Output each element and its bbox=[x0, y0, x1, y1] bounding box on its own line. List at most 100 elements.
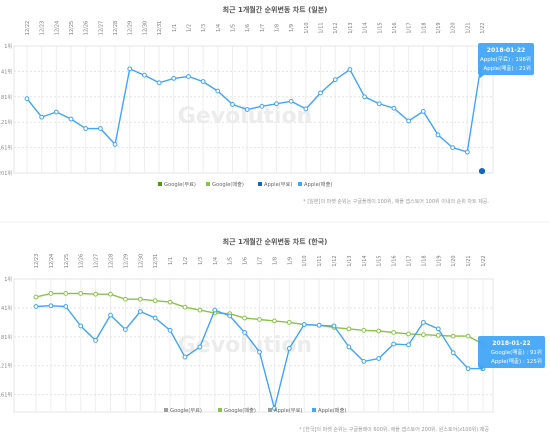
data-point[interactable] bbox=[450, 333, 456, 339]
data-point[interactable] bbox=[197, 344, 203, 350]
data-point[interactable] bbox=[108, 291, 113, 297]
data-point[interactable] bbox=[63, 304, 69, 309]
series-line bbox=[26, 58, 483, 153]
data-point[interactable] bbox=[167, 299, 173, 305]
data-point[interactable] bbox=[182, 304, 188, 310]
data-point[interactable] bbox=[435, 332, 441, 338]
legend-label[interactable]: Apple(매출) bbox=[318, 406, 346, 414]
data-point[interactable] bbox=[97, 126, 103, 131]
data-point[interactable] bbox=[152, 298, 158, 304]
data-point[interactable] bbox=[272, 405, 277, 411]
data-point[interactable] bbox=[127, 66, 133, 72]
data-point[interactable] bbox=[303, 106, 309, 112]
data-point[interactable] bbox=[152, 315, 158, 321]
data-point[interactable] bbox=[406, 118, 412, 124]
data-point[interactable] bbox=[78, 323, 84, 329]
data-point[interactable] bbox=[286, 319, 292, 325]
data-point[interactable] bbox=[272, 318, 277, 324]
data-point[interactable] bbox=[465, 333, 471, 339]
data-point[interactable] bbox=[142, 72, 147, 78]
data-point[interactable] bbox=[230, 102, 235, 107]
data-point[interactable] bbox=[391, 105, 397, 111]
data-point[interactable] bbox=[376, 328, 382, 334]
legend-label[interactable]: Google(매출) bbox=[224, 406, 256, 414]
data-point[interactable] bbox=[376, 101, 382, 107]
data-point[interactable] bbox=[316, 322, 322, 328]
data-point[interactable] bbox=[347, 67, 353, 72]
tooltip-box bbox=[478, 43, 534, 75]
data-point[interactable] bbox=[361, 327, 367, 333]
data-point[interactable] bbox=[24, 96, 30, 102]
data-point[interactable] bbox=[112, 142, 118, 147]
data-point[interactable] bbox=[123, 296, 128, 302]
data-point[interactable] bbox=[171, 75, 177, 81]
data-point[interactable] bbox=[186, 74, 191, 79]
data-point[interactable] bbox=[137, 296, 143, 302]
data-point[interactable] bbox=[391, 341, 397, 347]
data-point[interactable] bbox=[39, 114, 45, 120]
data-point[interactable] bbox=[362, 94, 367, 100]
data-point[interactable] bbox=[318, 90, 323, 96]
data-point[interactable] bbox=[450, 350, 456, 356]
data-point[interactable] bbox=[48, 291, 54, 296]
data-point[interactable] bbox=[435, 132, 441, 138]
data-point[interactable] bbox=[63, 291, 69, 296]
data-point[interactable] bbox=[257, 317, 262, 322]
data-point[interactable] bbox=[274, 101, 279, 107]
data-point[interactable] bbox=[108, 312, 113, 318]
data-point[interactable] bbox=[33, 304, 39, 309]
data-point[interactable] bbox=[197, 307, 203, 313]
y-tick-label: 161위 bbox=[0, 145, 12, 152]
data-point[interactable] bbox=[286, 345, 292, 351]
data-point[interactable] bbox=[244, 107, 250, 112]
legend-label[interactable]: Apple(무료) bbox=[264, 181, 292, 188]
data-point[interactable] bbox=[301, 322, 307, 327]
data-point[interactable] bbox=[332, 77, 338, 83]
data-point[interactable] bbox=[53, 109, 59, 115]
data-point[interactable] bbox=[200, 79, 206, 84]
data-point[interactable] bbox=[465, 366, 471, 372]
data-point[interactable] bbox=[242, 315, 248, 321]
legend-label[interactable]: Apple(매출) bbox=[304, 180, 332, 188]
data-point[interactable] bbox=[259, 103, 265, 109]
data-point[interactable] bbox=[93, 338, 98, 343]
data-point[interactable] bbox=[406, 342, 411, 348]
data-point[interactable] bbox=[288, 98, 294, 104]
data-point[interactable] bbox=[450, 145, 456, 151]
data-point[interactable] bbox=[137, 309, 143, 314]
data-point[interactable] bbox=[78, 291, 84, 296]
x-tick-label: 12/29 bbox=[123, 254, 129, 268]
data-point[interactable] bbox=[421, 332, 426, 338]
data-point[interactable] bbox=[406, 331, 411, 337]
data-point[interactable] bbox=[83, 126, 89, 131]
data-point[interactable] bbox=[123, 327, 128, 332]
data-point[interactable] bbox=[361, 359, 367, 364]
data-point[interactable] bbox=[346, 326, 352, 332]
data-point[interactable] bbox=[391, 330, 397, 335]
data-point[interactable] bbox=[331, 323, 337, 329]
data-point[interactable] bbox=[464, 149, 470, 155]
legend-label[interactable]: Apple(무료) bbox=[274, 407, 302, 414]
legend-label[interactable]: Google(무료) bbox=[170, 407, 202, 414]
data-point[interactable] bbox=[68, 116, 74, 122]
legend-label[interactable]: Google(매출) bbox=[212, 180, 244, 188]
data-point[interactable] bbox=[33, 294, 39, 300]
data-point[interactable] bbox=[212, 307, 218, 313]
data-point[interactable] bbox=[435, 326, 441, 332]
data-point[interactable] bbox=[93, 291, 98, 297]
data-point[interactable] bbox=[420, 109, 426, 114]
data-point[interactable] bbox=[48, 303, 54, 309]
data-point[interactable] bbox=[215, 88, 221, 94]
data-point[interactable] bbox=[376, 356, 382, 361]
data-point[interactable] bbox=[227, 313, 233, 319]
data-point[interactable] bbox=[156, 80, 162, 86]
data-point[interactable] bbox=[242, 330, 248, 335]
data-point[interactable] bbox=[257, 349, 262, 355]
data-point[interactable] bbox=[421, 319, 426, 325]
legend-label[interactable]: Google(무료) bbox=[164, 181, 196, 188]
data-point[interactable] bbox=[167, 327, 173, 333]
data-point[interactable] bbox=[478, 167, 486, 175]
plot-area bbox=[13, 45, 494, 174]
data-point[interactable] bbox=[182, 354, 188, 360]
data-point[interactable] bbox=[346, 344, 352, 350]
